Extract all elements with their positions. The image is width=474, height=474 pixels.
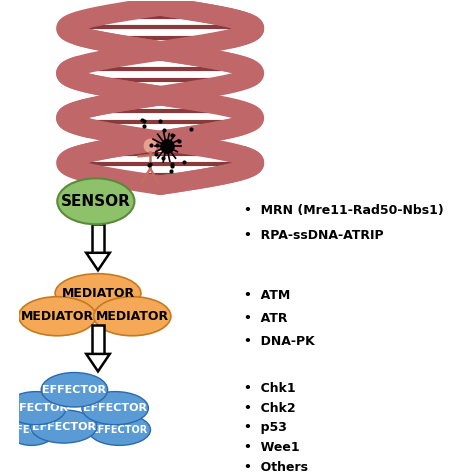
Text: EFFECTOR: EFFECTOR: [3, 425, 60, 435]
Circle shape: [144, 139, 156, 152]
Polygon shape: [86, 354, 110, 371]
Text: •  MRN (Mre11-Rad50-Nbs1): • MRN (Mre11-Rad50-Nbs1): [244, 204, 444, 217]
Point: [138, 117, 146, 124]
Text: EFFECTOR: EFFECTOR: [32, 421, 96, 431]
Text: MEDIATOR: MEDIATOR: [96, 310, 169, 323]
Text: EFFECTOR: EFFECTOR: [83, 403, 147, 413]
Ellipse shape: [57, 178, 135, 224]
Text: EFFECTOR: EFFECTOR: [42, 385, 107, 395]
Point: [153, 141, 160, 148]
Text: •  Others: • Others: [244, 461, 308, 474]
Ellipse shape: [55, 273, 141, 313]
Ellipse shape: [94, 297, 171, 336]
Text: MEDIATOR: MEDIATOR: [21, 310, 94, 323]
Text: •  ATR: • ATR: [244, 312, 287, 325]
Ellipse shape: [88, 414, 151, 446]
Point: [156, 118, 164, 125]
Polygon shape: [91, 224, 104, 253]
Polygon shape: [91, 326, 104, 354]
Text: EFFECTOR: EFFECTOR: [4, 403, 68, 413]
Text: •  Chk1: • Chk1: [244, 382, 295, 395]
Point: [140, 122, 147, 130]
Point: [163, 142, 170, 150]
Point: [169, 162, 176, 170]
Point: [146, 160, 154, 167]
Point: [180, 158, 188, 166]
Point: [168, 131, 175, 138]
Text: MEDIATOR: MEDIATOR: [62, 287, 135, 300]
Ellipse shape: [6, 392, 66, 425]
Point: [187, 125, 194, 133]
Point: [159, 154, 167, 162]
Point: [161, 127, 168, 134]
Point: [175, 137, 182, 145]
Ellipse shape: [7, 414, 56, 446]
Point: [152, 150, 160, 157]
Text: •  Wee1: • Wee1: [244, 441, 300, 454]
Ellipse shape: [18, 297, 96, 336]
Point: [147, 142, 155, 149]
Point: [145, 161, 153, 169]
Polygon shape: [86, 253, 110, 270]
Ellipse shape: [30, 410, 97, 443]
Ellipse shape: [41, 373, 108, 407]
Text: •  Chk2: • Chk2: [244, 401, 295, 415]
Point: [167, 167, 175, 175]
Text: •  ATM: • ATM: [244, 289, 290, 302]
Ellipse shape: [82, 392, 148, 425]
Text: •  RPA-ssDNA-ATRIP: • RPA-ssDNA-ATRIP: [244, 229, 383, 242]
Text: •  p53: • p53: [244, 421, 287, 434]
Text: EFFECTOR: EFFECTOR: [91, 425, 147, 435]
Text: SENSOR: SENSOR: [61, 194, 131, 209]
Text: •  DNA-PK: • DNA-PK: [244, 335, 314, 348]
Point: [140, 118, 148, 125]
Point: [168, 161, 176, 168]
